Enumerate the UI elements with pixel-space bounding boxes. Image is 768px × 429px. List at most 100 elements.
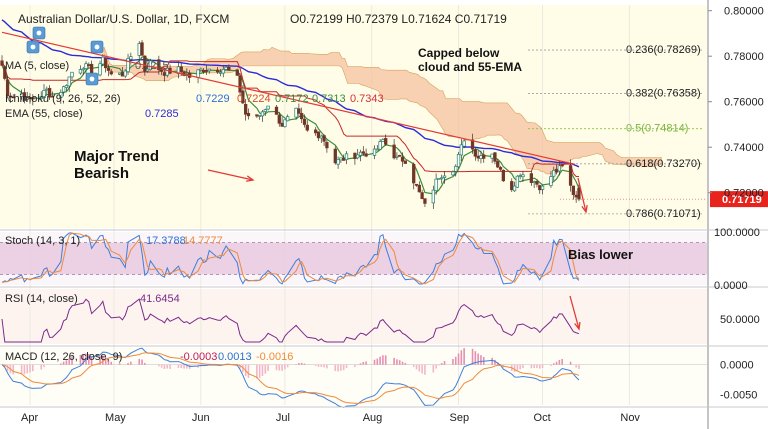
candle-body [554, 168, 559, 173]
rsi-line [1, 298, 580, 343]
candle-body [314, 129, 318, 134]
candle-body [207, 68, 211, 72]
candle-body [490, 153, 494, 159]
candle-body [538, 185, 542, 191]
candle-body [454, 165, 458, 172]
ma-value: 0.7215 [135, 60, 169, 72]
candle-body [398, 154, 402, 157]
candle-body [78, 69, 83, 74]
fib-label: 0.618(0.73270) [626, 158, 701, 170]
candle-body [535, 181, 539, 185]
x-tick-label: Nov [620, 412, 640, 424]
candle-body [515, 175, 519, 188]
candle-body [459, 144, 463, 156]
price-tick-label: 0.74000 [724, 142, 764, 154]
x-tick-label: Aug [363, 412, 383, 424]
candle-body [381, 139, 385, 142]
candle-body [353, 152, 357, 160]
candle-body [529, 173, 534, 183]
rsi-label: RSI (14, close) [5, 293, 78, 305]
candle-body [294, 107, 298, 118]
candle-body [227, 66, 231, 71]
trend-annotation: Major Trend Bearish [74, 148, 160, 182]
candle-body [336, 159, 340, 165]
candle-body [266, 105, 270, 110]
price-tick-label: 0.80000 [724, 6, 764, 18]
candle-body [5, 79, 10, 97]
candle-body [552, 169, 556, 177]
candle-body [263, 109, 267, 112]
candle-body [339, 157, 343, 161]
candle-body [148, 60, 153, 70]
candle-body [568, 165, 573, 186]
candle-body [358, 151, 363, 156]
ichimoku-label: Ichimoku (9, 26, 52, 26) [5, 93, 121, 105]
candle-body [423, 198, 427, 204]
price-tick-label: 0.72000 [724, 188, 764, 200]
trend-line [1, 31, 576, 165]
candle-body [3, 66, 7, 79]
stoch-tick-label: 100.0000 [714, 227, 760, 239]
candle-body [532, 181, 536, 183]
fib-label: 0.382(0.76358) [626, 88, 701, 100]
price-tick-label: 0.76000 [724, 97, 764, 109]
candle-body [473, 149, 477, 157]
ichimoku-value: 0.7313 [312, 93, 346, 105]
candle-body [61, 86, 66, 93]
ichimoku-value: 0.7224 [237, 93, 271, 105]
macd-value: -0.0016 [256, 351, 294, 363]
candle-body [238, 75, 242, 93]
candle-body [89, 63, 94, 75]
ichimoku-value: 0.7343 [350, 93, 384, 105]
candle-body [364, 153, 368, 157]
trend-arrow [207, 169, 254, 181]
candle-body [420, 192, 424, 200]
candle-body [59, 92, 63, 98]
rsi-pane [0, 289, 707, 344]
candle-body [302, 118, 307, 125]
rsi-value: 41.6454 [140, 293, 180, 305]
candle-body [456, 154, 461, 168]
candle-body [244, 103, 248, 115]
candle-body [549, 176, 553, 186]
candle-body [64, 85, 69, 88]
candle-body [319, 135, 323, 139]
candle-body [98, 63, 102, 76]
candle-body [101, 56, 105, 65]
candle-body [235, 69, 239, 76]
macd-tick-label: -0.0050 [720, 389, 757, 401]
candle-body [0, 60, 4, 66]
rsi-down-arrow [569, 295, 580, 330]
fib-label: 0.786(0.71071) [626, 208, 701, 220]
candle-body [246, 112, 251, 117]
price-pane [0, 5, 707, 228]
candle-body [297, 108, 301, 114]
candle-body [143, 55, 147, 72]
rsi-tick-label: 50.0000 [720, 314, 760, 326]
x-tick-label: Sep [450, 412, 470, 424]
candle-body [216, 69, 220, 73]
candle-body [479, 155, 483, 159]
candle-body [518, 175, 522, 177]
candle-body [157, 59, 161, 71]
event-marker-dot [89, 76, 95, 82]
candle-body [325, 142, 329, 149]
candle-body [498, 167, 503, 170]
candle-body [277, 114, 281, 124]
x-tick-label: Oct [534, 412, 551, 424]
x-tick-label: Jul [276, 412, 290, 424]
candle-body [440, 177, 444, 180]
stoch-tick-label: 0.0000 [714, 280, 748, 292]
candle-body [560, 164, 564, 167]
candle-body [557, 165, 562, 172]
candle-body [496, 161, 500, 168]
candle-body [378, 141, 382, 150]
candle-body [501, 169, 505, 182]
candle-body [437, 177, 441, 180]
event-marker-dot [30, 44, 36, 50]
candle-body [540, 185, 545, 190]
candle-body [344, 153, 349, 161]
candle-body [434, 178, 438, 191]
ichimoku-cloud [103, 46, 662, 175]
